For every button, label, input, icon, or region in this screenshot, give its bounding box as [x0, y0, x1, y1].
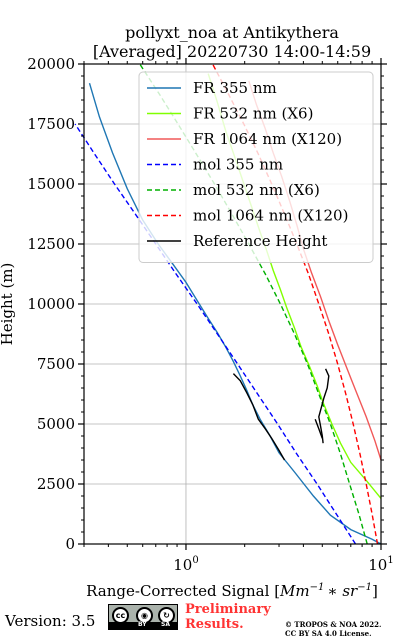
- legend-label: Reference Height: [193, 232, 327, 250]
- x-tick-label: 100: [173, 555, 198, 574]
- y-tick-label: 5000: [37, 415, 75, 433]
- series-mol-532-nm-x6: [139, 63, 368, 545]
- share-alike-icon: ↻: [158, 607, 175, 624]
- legend-box: [138, 71, 374, 263]
- series-reference-height: [314, 418, 323, 439]
- legend-label: FR 1064 nm (X120): [193, 130, 342, 148]
- chart-title-line2: [Averaged] 20220730 14:00-14:59: [93, 42, 371, 61]
- preliminary-notice: Preliminary Results.: [185, 602, 271, 632]
- y-tick-label: 10000: [27, 295, 75, 313]
- y-axis-label: Height (m): [0, 263, 16, 346]
- y-tick-label: 7500: [37, 355, 75, 373]
- legend-label: FR 355 nm: [193, 79, 277, 97]
- y-tick-label: 12500: [27, 235, 75, 253]
- copyright-notice: © TROPOS & NOA 2022. CC BY SA 4.0 Licens…: [285, 620, 381, 638]
- legend-label: mol 532 nm (X6): [193, 181, 320, 199]
- y-tick-label: 0: [65, 535, 75, 553]
- y-tick-label: 20000: [27, 55, 75, 73]
- series-mol-355-nm: [74, 123, 357, 545]
- legend: FR 355 nm FR 532 nm (X6) FR 1064 nm (X120)…: [138, 71, 374, 263]
- chart-title-line1: pollyxt_noa at Antikythera: [125, 23, 339, 42]
- x-tick-label: 101: [368, 555, 393, 574]
- y-tick-label: 17500: [27, 115, 75, 133]
- copyright-line2: CC BY SA 4.0 License.: [285, 629, 372, 638]
- copyright-line1: © TROPOS & NOA 2022.: [285, 620, 382, 629]
- axis-ticks: 0 2500 5000 7500 10000 12500 15000 17500 20000 10…: [27, 55, 393, 574]
- legend-label: FR 532 nm (X6): [193, 105, 313, 123]
- y-tick-label: 15000: [27, 175, 75, 193]
- preliminary-line1: Preliminary: [185, 602, 271, 617]
- preliminary-line2: Results.: [185, 617, 244, 632]
- x-axis-label: Range-Corrected Signal [Mm−1 ∗ sr−1]: [86, 582, 378, 600]
- y-tick-label: 2500: [37, 475, 75, 493]
- version-label: Version: 3.5: [5, 612, 96, 630]
- cc-by-sa-badge: cc ◉ ↻ BY SA: [108, 604, 178, 630]
- lidar-profile-chart: pollyxt_noa at Antikythera [Averaged] 20…: [0, 23, 394, 600]
- series-reference-height: [232, 373, 286, 461]
- footer: Version: 3.5 cc ◉ ↻ BY SA Preliminary Re…: [0, 600, 400, 640]
- legend-label: mol 355 nm: [193, 156, 283, 174]
- series-reference-height: [318, 368, 330, 444]
- cc-strip: BY SA: [109, 621, 177, 629]
- legend-label: mol 1064 nm (X120): [193, 207, 348, 225]
